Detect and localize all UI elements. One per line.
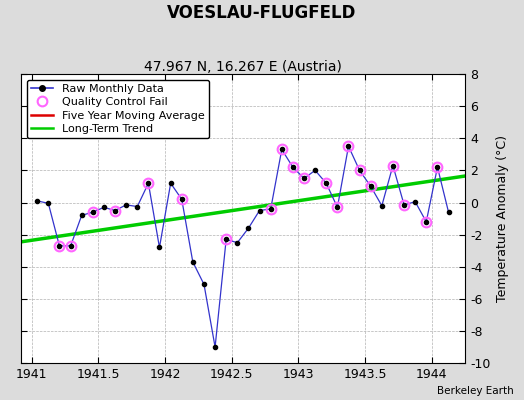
- Text: Berkeley Earth: Berkeley Earth: [437, 386, 514, 396]
- Title: 47.967 N, 16.267 E (Austria): 47.967 N, 16.267 E (Austria): [144, 60, 342, 74]
- Legend: Raw Monthly Data, Quality Control Fail, Five Year Moving Average, Long-Term Tren: Raw Monthly Data, Quality Control Fail, …: [27, 80, 209, 138]
- Y-axis label: Temperature Anomaly (°C): Temperature Anomaly (°C): [496, 135, 509, 302]
- Text: VOESLAU-FLUGFELD: VOESLAU-FLUGFELD: [167, 4, 357, 22]
